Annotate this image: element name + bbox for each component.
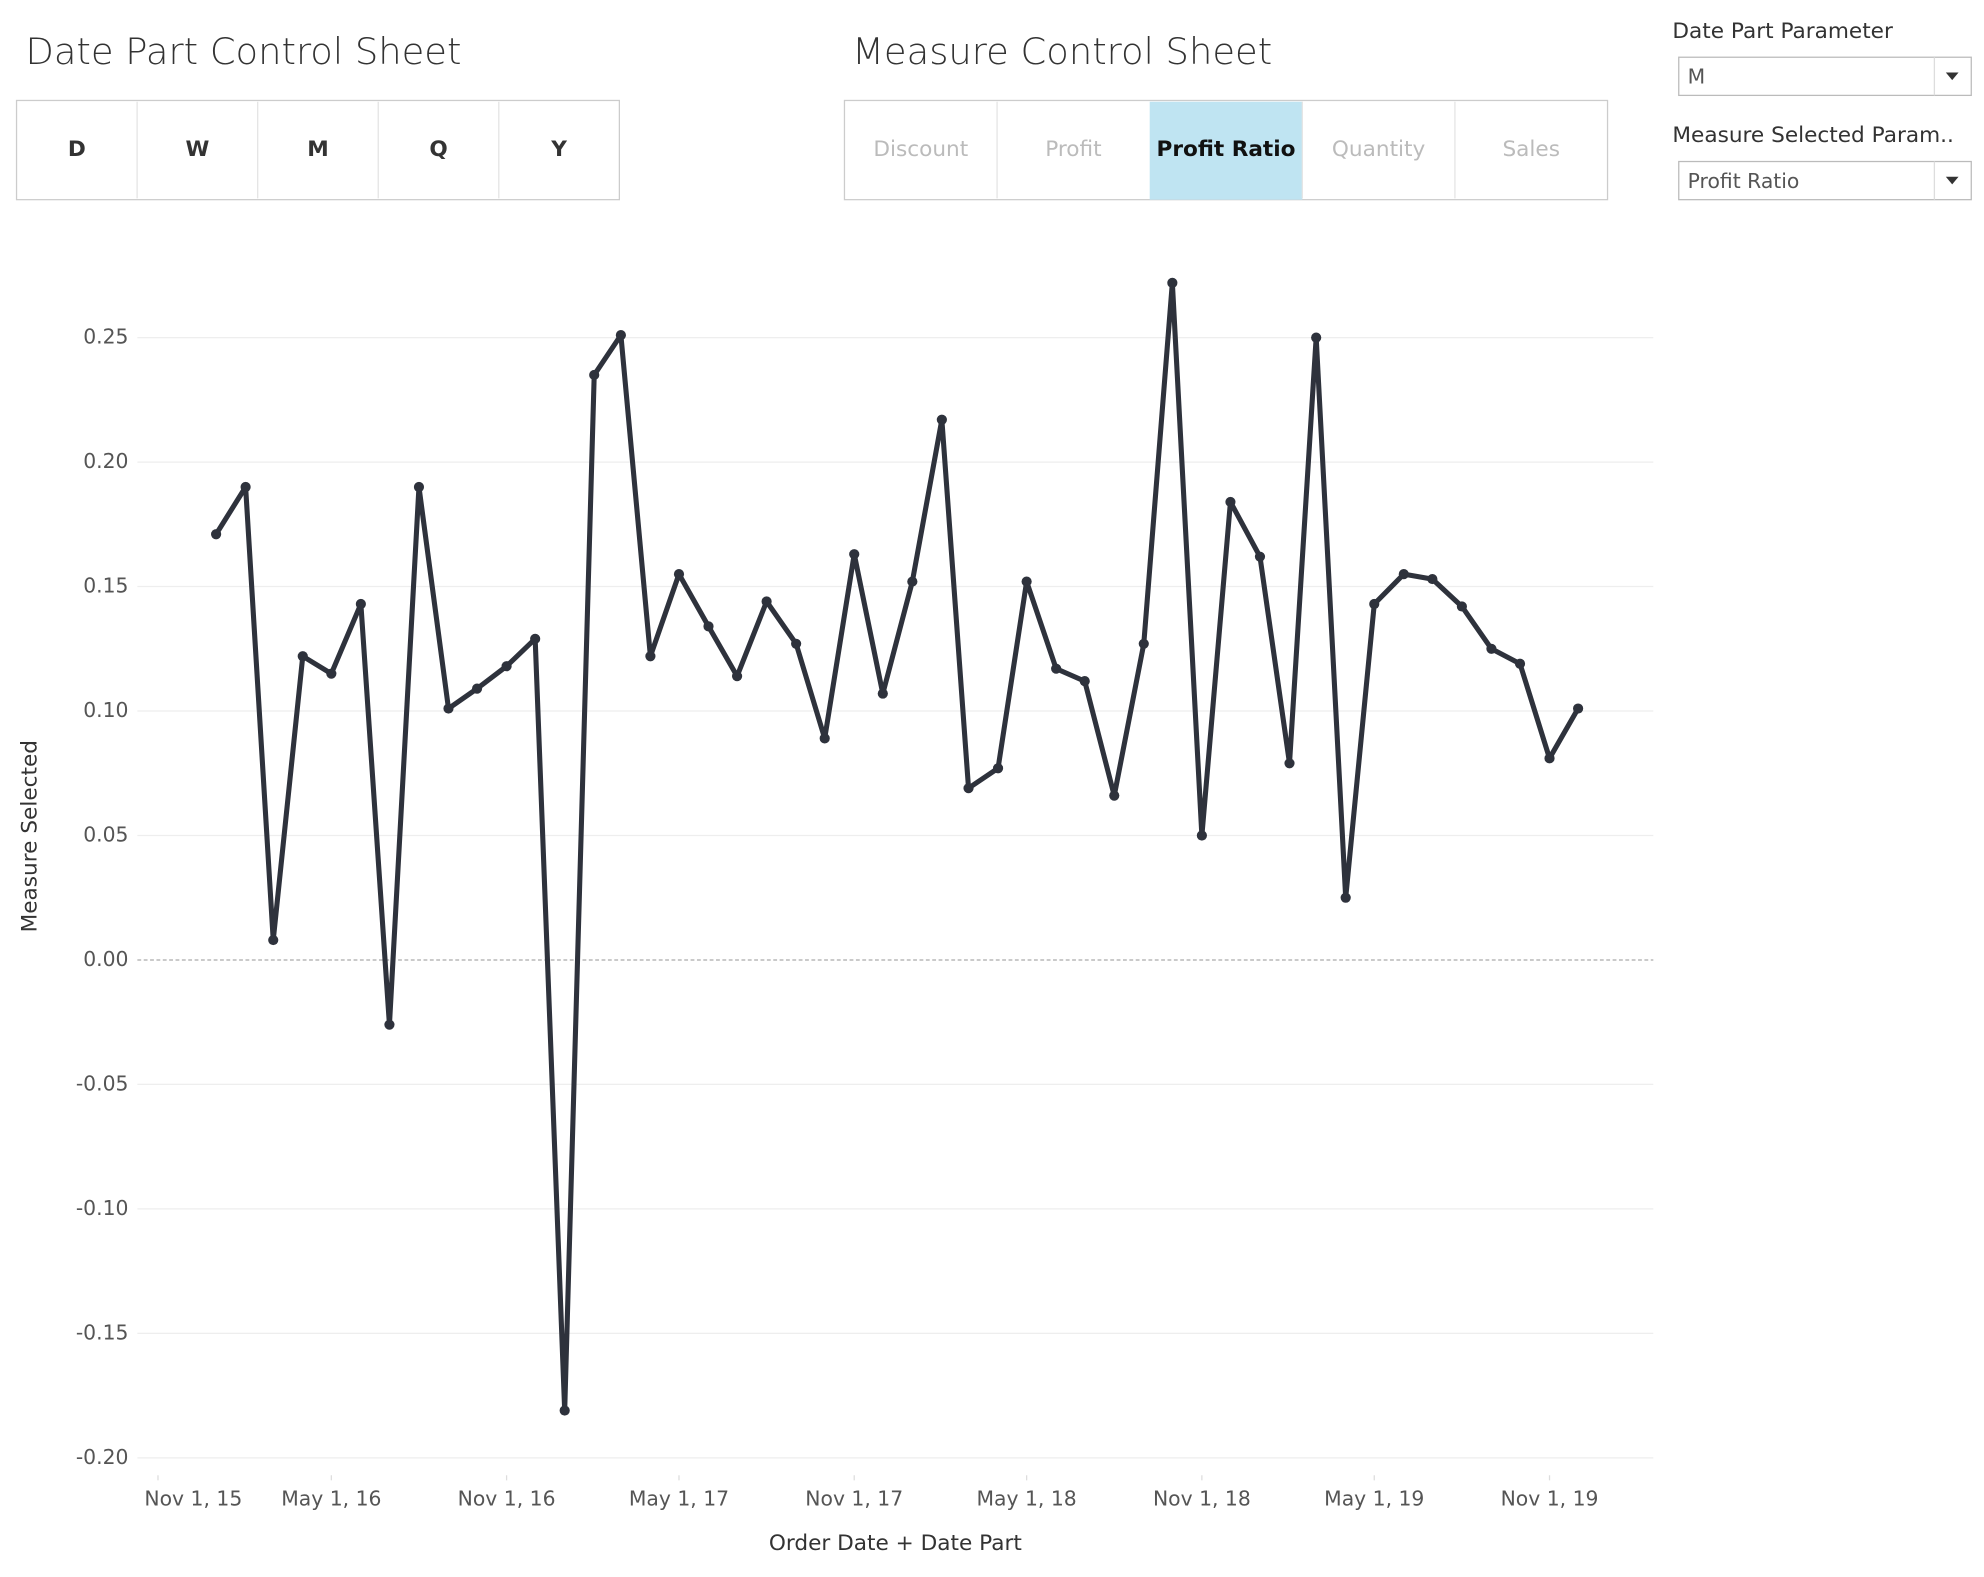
x-tick-label: Nov 1, 19 — [1501, 1486, 1599, 1510]
point — [761, 596, 772, 607]
point — [703, 621, 714, 632]
point — [1427, 573, 1438, 585]
point — [413, 481, 425, 493]
dropdown-arrow — [1945, 176, 1959, 185]
dropdown-arrow — [1945, 72, 1959, 81]
dropdown[interactable] — [1678, 56, 1972, 97]
point — [1544, 753, 1555, 764]
point — [819, 733, 830, 744]
point — [1138, 638, 1149, 649]
x-tick-label: Nov 1, 17 — [805, 1486, 903, 1510]
y-tick-label: 0.10 — [83, 698, 128, 722]
point — [1196, 830, 1207, 841]
point — [1051, 663, 1062, 674]
point — [1514, 658, 1526, 669]
y-tick-label: -0.05 — [76, 1071, 129, 1095]
point — [240, 481, 251, 493]
point — [1573, 703, 1584, 714]
dropdown-value[interactable]: Profit Ratio — [1688, 169, 1800, 193]
button-label[interactable]: Y — [550, 137, 567, 162]
point — [1456, 601, 1467, 612]
point — [1284, 758, 1295, 769]
point — [963, 783, 974, 794]
dropdown-value[interactable]: M — [1688, 65, 1706, 89]
x-tick-label: Nov 1, 18 — [1153, 1486, 1251, 1510]
point — [936, 414, 947, 425]
button-frame — [15, 99, 621, 201]
y-tick-label: -0.20 — [76, 1445, 129, 1469]
point — [673, 569, 685, 580]
point — [1167, 277, 1178, 288]
point — [615, 330, 626, 341]
point — [877, 688, 888, 699]
x-tick-label: May 1, 16 — [281, 1486, 381, 1510]
point — [297, 651, 308, 662]
point — [992, 763, 1004, 774]
point — [530, 633, 541, 644]
point — [645, 651, 656, 662]
point — [1311, 332, 1322, 343]
parameter-label: Measure Selected Param.. — [1672, 123, 1953, 148]
point — [355, 598, 366, 610]
x-tick-label: Nov 1, 15 — [144, 1486, 242, 1510]
point — [326, 668, 337, 679]
y-tick-label: 0.25 — [83, 325, 128, 349]
button-label[interactable]: Sales — [1502, 137, 1560, 162]
point — [1079, 676, 1090, 687]
point — [268, 934, 279, 946]
y-tick-label: 0.15 — [83, 574, 128, 598]
button-label[interactable]: M — [307, 137, 329, 162]
x-tick-label: Nov 1, 16 — [458, 1486, 556, 1510]
point — [791, 638, 802, 649]
point — [384, 1019, 395, 1030]
point — [443, 703, 454, 714]
x-tick-label: May 1, 18 — [977, 1486, 1077, 1510]
point — [501, 661, 512, 672]
button-label[interactable]: Profit Ratio — [1156, 137, 1295, 162]
point — [1398, 569, 1409, 580]
dropdown[interactable] — [1678, 160, 1972, 201]
line — [213, 280, 1581, 1414]
measure-buttons: Discount Profit Profit Ratio Quantity Sales — [843, 99, 1609, 201]
point — [589, 369, 600, 381]
point — [1254, 551, 1266, 562]
button-label[interactable]: D — [68, 137, 86, 162]
y-tick-label: -0.15 — [76, 1320, 129, 1344]
y-tick-label: -0.10 — [76, 1196, 129, 1220]
selected-button — [1149, 101, 1303, 200]
sheet-title: Measure Control Sheet — [852, 30, 1272, 73]
y-axis-label: Measure Selected — [18, 740, 43, 932]
point — [907, 576, 918, 587]
point — [1340, 892, 1351, 903]
chart: -0.20 -0.15 -0.10 -0.05 0.00 0.05 0.10 0.15 0.20… — [18, 277, 1654, 1556]
parameter-label: Date Part Parameter — [1672, 19, 1893, 44]
y-tick-label: 0.05 — [83, 822, 128, 846]
point — [1369, 598, 1380, 610]
x-tick-label: May 1, 19 — [1324, 1486, 1424, 1510]
button-label[interactable]: W — [185, 137, 209, 162]
point — [1486, 643, 1497, 654]
y-tick-label: 0.20 — [83, 449, 128, 473]
x-axis-label: Order Date + Date Part — [769, 1531, 1022, 1556]
button-label[interactable]: Quantity — [1332, 137, 1426, 162]
point — [1109, 790, 1120, 801]
x-tick-label: May 1, 17 — [629, 1486, 729, 1510]
point — [211, 529, 222, 540]
point — [849, 549, 860, 560]
button-label[interactable]: Q — [429, 137, 447, 162]
y-tick-label: 0.00 — [83, 947, 128, 971]
parameters: Date Part Parameter M Measure Selected Par… — [1672, 19, 1972, 201]
sheet-title: Date Part Control Sheet — [25, 30, 461, 73]
button-label[interactable]: Profit — [1045, 137, 1101, 162]
point — [559, 1405, 570, 1416]
button-label[interactable]: Discount — [873, 137, 968, 162]
point — [1021, 576, 1032, 587]
point — [731, 671, 743, 682]
point — [1225, 496, 1236, 507]
point — [471, 683, 483, 694]
